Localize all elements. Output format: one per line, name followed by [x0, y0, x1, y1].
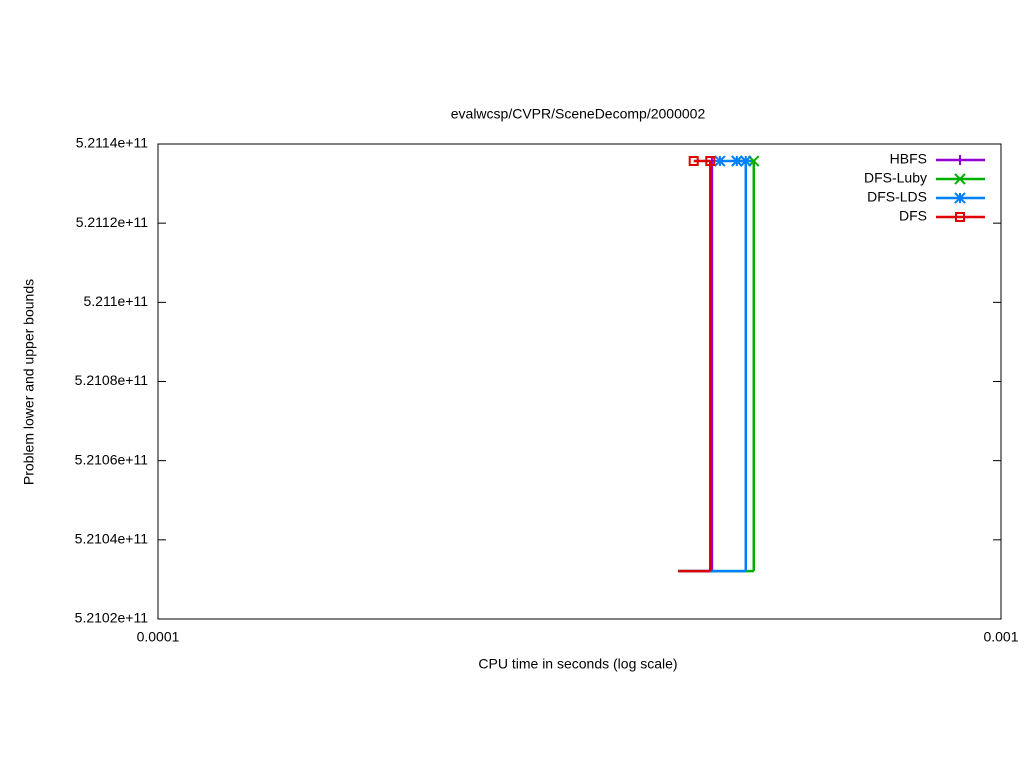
marker	[731, 155, 743, 167]
y-tick-label: 5.2106e+11	[75, 451, 149, 467]
marker	[740, 155, 752, 167]
y-tick-label: 5.2102e+11	[75, 610, 149, 626]
marker	[954, 192, 966, 204]
y-tick-label: 5.2114e+11	[76, 135, 148, 151]
chart-title: evalwcsp/CVPR/SceneDecomp/2000002	[451, 106, 706, 122]
marker	[714, 155, 726, 167]
marker	[955, 155, 965, 165]
y-tick-label: 5.2104e+11	[75, 531, 149, 547]
y-tick-label: 5.2112e+11	[76, 214, 148, 230]
marker	[705, 156, 716, 167]
marker	[954, 173, 966, 185]
marker	[955, 212, 965, 222]
y-axis-label: Problem lower and upper bounds	[21, 279, 37, 485]
legend-label: HBFS	[890, 151, 927, 167]
marker	[688, 156, 699, 167]
x-axis-label: CPU time in seconds (log scale)	[478, 656, 677, 672]
legend-label: DFS-LDS	[867, 189, 927, 205]
legend-label: DFS-Luby	[864, 170, 927, 186]
legend-label: DFS	[899, 208, 927, 224]
y-tick-label: 5.2108e+11	[75, 372, 149, 388]
x-tick-label: 0.001	[983, 629, 1018, 645]
y-tick-label: 5.211e+11	[84, 293, 149, 309]
x-tick-label: 0.0001	[137, 629, 180, 645]
plot-frame	[157, 143, 1002, 620]
